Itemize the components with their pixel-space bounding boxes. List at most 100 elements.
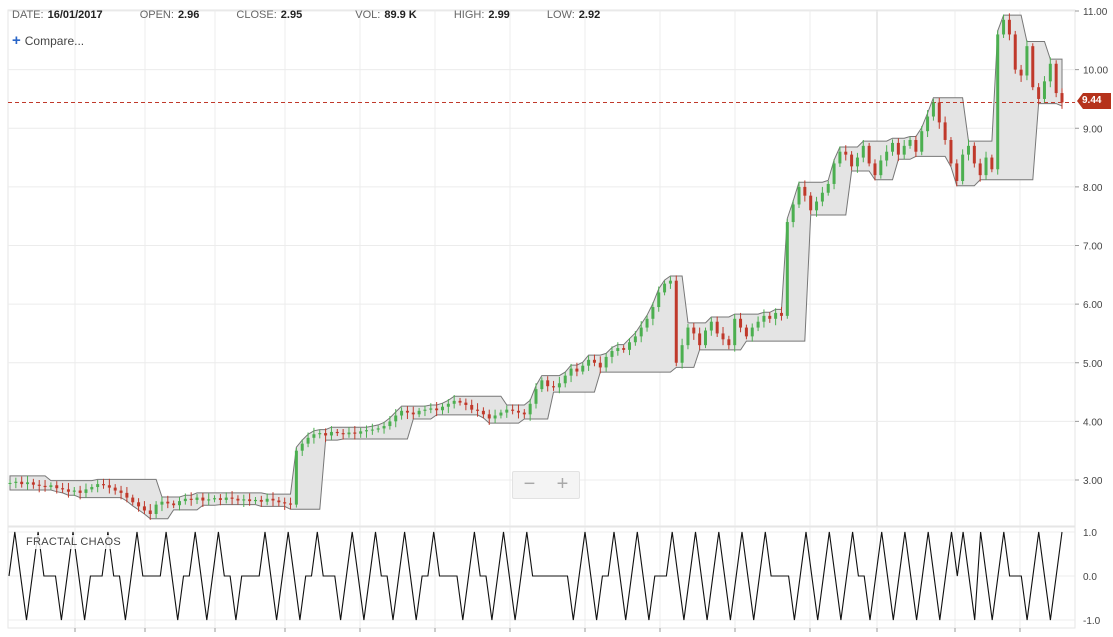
candle-body — [201, 497, 205, 501]
candle-body — [440, 406, 444, 411]
candle-body — [499, 412, 503, 416]
candle-body — [914, 139, 918, 152]
candle-body — [265, 498, 269, 502]
candle-body — [855, 157, 859, 167]
candle-body — [446, 403, 450, 407]
candle-body — [423, 409, 427, 411]
candle-body — [20, 481, 24, 485]
candle-body — [72, 490, 76, 492]
y-tick-label: 8.00 — [1083, 183, 1103, 194]
candle-body — [966, 145, 970, 155]
candle-body — [698, 333, 702, 346]
candle-body — [552, 386, 556, 388]
study-label: FRACTAL CHAOS — [22, 535, 125, 549]
candle-body — [978, 163, 982, 176]
candle-body — [645, 318, 649, 328]
study-y-tick-label: -1.0 — [1083, 616, 1101, 627]
candle-body — [546, 380, 550, 387]
y-tick-label: 10.00 — [1083, 66, 1108, 77]
candle-body — [493, 415, 497, 419]
candle-body — [365, 430, 369, 432]
candle-body — [972, 145, 976, 164]
zoom-out-button[interactable]: − — [523, 473, 536, 495]
zoom-controls: − + — [512, 471, 580, 499]
current-price-tag: 9.44 — [1077, 93, 1111, 109]
candle-body — [949, 139, 953, 164]
y-tick-label: 11.00 — [1083, 7, 1108, 18]
candle-body — [739, 318, 743, 328]
candle-body — [522, 412, 526, 415]
study-y-tick-label: 1.0 — [1083, 528, 1097, 539]
candle-body — [90, 487, 94, 490]
candle-body — [78, 490, 82, 493]
candle-body — [306, 437, 310, 444]
candle-body — [1060, 93, 1064, 103]
candle-body — [31, 482, 35, 485]
zoom-in-button[interactable]: + — [556, 473, 569, 495]
candle-body — [750, 327, 754, 337]
candle-body — [511, 409, 515, 411]
candle-body — [569, 368, 573, 376]
candle-body — [744, 327, 748, 337]
candle-body — [300, 443, 304, 451]
candle-body — [382, 426, 386, 429]
candle-body — [657, 292, 661, 308]
candle-body — [844, 151, 848, 155]
study-y-tick-label: 0.0 — [1083, 572, 1097, 583]
candle-body — [774, 312, 778, 319]
candle-body — [505, 409, 509, 413]
fractal-chaos-line — [8, 531, 1063, 621]
candle-body — [411, 412, 415, 415]
candle-body — [347, 432, 351, 435]
candle-body — [353, 432, 357, 434]
candle-body — [230, 497, 234, 499]
candle-body — [458, 400, 462, 403]
candle-body — [435, 408, 439, 411]
candle-body — [183, 498, 187, 502]
candle-body — [581, 365, 585, 372]
candle-body — [680, 345, 684, 363]
candle-body — [335, 431, 339, 434]
candle-body — [908, 139, 912, 146]
candle-body — [668, 280, 672, 284]
candle-body — [937, 102, 941, 123]
candle-body — [598, 362, 602, 368]
candle-body — [563, 375, 567, 384]
candle-body — [207, 499, 211, 501]
candle-body — [1019, 69, 1023, 76]
candle-body — [195, 497, 199, 500]
candle-body — [1013, 34, 1017, 70]
candle-body — [832, 163, 836, 184]
candle-body — [26, 482, 30, 485]
candle-body — [137, 502, 141, 507]
candle-body — [394, 415, 398, 422]
candle-body — [172, 503, 176, 506]
candle-body — [1031, 46, 1035, 88]
candle-body — [253, 499, 257, 502]
candle-body — [1007, 19, 1011, 35]
candle-body — [779, 312, 783, 316]
candle-body — [324, 433, 328, 436]
candle-body — [996, 34, 1000, 170]
candle-body — [417, 410, 421, 415]
candle-body — [213, 498, 217, 500]
compare-button[interactable]: + Compare... — [12, 32, 84, 49]
candle-body — [131, 497, 135, 503]
candle-body — [809, 195, 813, 211]
candle-body — [709, 321, 713, 331]
candle-body — [633, 336, 637, 343]
candle-body — [651, 307, 655, 319]
y-tick-label: 4.00 — [1083, 417, 1103, 428]
candle-body — [66, 489, 70, 492]
readout-open: OPEN: 2.96 — [139, 9, 200, 21]
candle-body — [218, 498, 222, 500]
candle-body — [119, 490, 123, 493]
readout-volume: VOL: 89.9 K — [355, 9, 417, 21]
candle-body — [236, 498, 240, 501]
candle-body — [885, 151, 889, 161]
candle-body — [920, 131, 924, 152]
candle-body — [329, 431, 333, 436]
candle-body — [663, 283, 667, 293]
candle-body — [341, 433, 345, 435]
